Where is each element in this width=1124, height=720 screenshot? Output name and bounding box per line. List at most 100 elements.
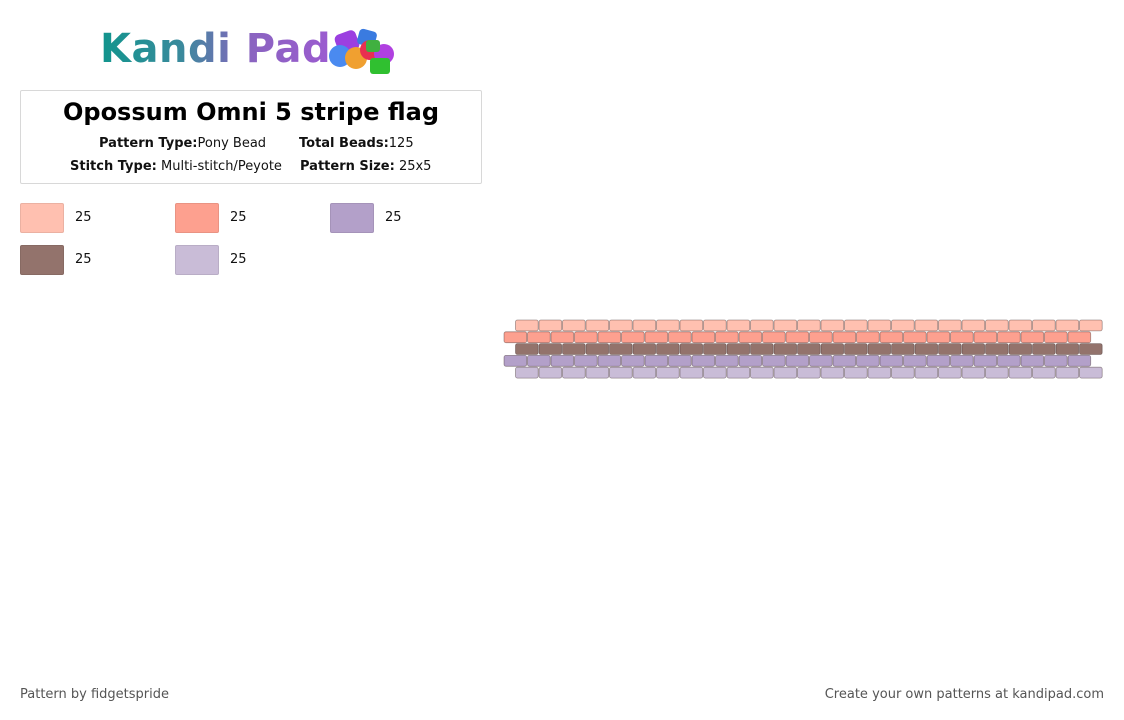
logo-text: Kandi Pad bbox=[100, 26, 332, 72]
bead bbox=[820, 366, 845, 379]
color-swatch bbox=[175, 203, 219, 233]
bead bbox=[621, 331, 645, 344]
stitch-type-label: Stitch Type: bbox=[70, 159, 157, 174]
stitch-type: Stitch Type: Multi-stitch/Peyote bbox=[70, 159, 282, 175]
bead bbox=[703, 319, 727, 332]
bead bbox=[950, 331, 974, 344]
color-swatch bbox=[20, 203, 64, 233]
pattern-size: Pattern Size: 25x5 bbox=[300, 159, 431, 175]
bead bbox=[562, 319, 586, 332]
bead bbox=[1079, 343, 1103, 355]
bead bbox=[1044, 331, 1068, 344]
kandipad-promo-link[interactable]: Create your own patterns at kandipad.com bbox=[824, 687, 1104, 702]
bead bbox=[585, 366, 610, 379]
bead bbox=[644, 355, 669, 367]
bead bbox=[726, 319, 751, 332]
bead bbox=[574, 331, 598, 344]
bead-count: 25 bbox=[75, 210, 92, 225]
bead bbox=[820, 343, 845, 355]
pattern-title: Opossum Omni 5 stripe flag bbox=[62, 98, 440, 126]
bead bbox=[679, 366, 704, 379]
bead bbox=[903, 331, 927, 344]
bead bbox=[961, 319, 986, 332]
bead bbox=[503, 355, 528, 367]
pattern-size-label: Pattern Size: bbox=[300, 159, 395, 174]
bead bbox=[656, 343, 680, 355]
bead bbox=[1032, 319, 1056, 332]
bead bbox=[809, 331, 833, 344]
bead bbox=[574, 355, 598, 367]
bead bbox=[656, 366, 680, 379]
bead bbox=[538, 366, 563, 379]
bead bbox=[609, 319, 633, 332]
bead bbox=[1044, 355, 1068, 367]
bead bbox=[938, 343, 962, 355]
stitch-type-value: Multi-stitch/Peyote bbox=[161, 159, 282, 174]
bead bbox=[1020, 331, 1045, 344]
bead-count: 25 bbox=[230, 210, 247, 225]
bead bbox=[538, 343, 563, 355]
bead-count: 25 bbox=[75, 252, 92, 267]
bead bbox=[550, 331, 575, 344]
pattern-size-value: 25x5 bbox=[398, 159, 432, 174]
bead bbox=[1055, 366, 1080, 379]
bead bbox=[797, 319, 821, 332]
pattern-type-value: Pony Bead bbox=[197, 136, 267, 151]
bead bbox=[961, 343, 986, 355]
bead bbox=[785, 331, 810, 344]
bead bbox=[585, 343, 610, 355]
bead bbox=[632, 319, 657, 332]
bead bbox=[703, 343, 727, 355]
pattern-type-label: Pattern Type: bbox=[99, 136, 198, 151]
bead bbox=[867, 319, 892, 332]
bead bbox=[867, 343, 892, 355]
bead bbox=[914, 319, 939, 332]
bead bbox=[914, 343, 939, 355]
bead bbox=[1067, 331, 1092, 344]
bead bbox=[926, 331, 951, 344]
bead bbox=[797, 343, 821, 355]
bead bbox=[891, 343, 915, 355]
bead bbox=[515, 319, 539, 332]
color-swatch bbox=[175, 245, 219, 275]
bead bbox=[762, 331, 786, 344]
bead bbox=[503, 331, 528, 344]
bead bbox=[879, 331, 904, 344]
total-beads-label: Total Beads: bbox=[299, 136, 389, 151]
bead bbox=[997, 331, 1021, 344]
kandi-pad-logo[interactable]: Kandi Pad bbox=[100, 24, 410, 80]
bead bbox=[867, 366, 892, 379]
bead bbox=[609, 366, 633, 379]
bead bbox=[985, 319, 1009, 332]
bead bbox=[973, 355, 998, 367]
bead bbox=[950, 355, 974, 367]
bead bbox=[538, 319, 563, 332]
bead bbox=[703, 366, 727, 379]
bead bbox=[1079, 319, 1103, 332]
bead bbox=[773, 366, 798, 379]
bead bbox=[527, 331, 551, 344]
pattern-author: Pattern by fidgetspride bbox=[20, 687, 169, 702]
bead-cluster-icon bbox=[329, 28, 394, 74]
bead bbox=[1008, 319, 1033, 332]
bead bbox=[1020, 355, 1045, 367]
bead bbox=[997, 355, 1021, 367]
bead bbox=[632, 366, 657, 379]
bead bbox=[1032, 366, 1056, 379]
bead bbox=[891, 366, 915, 379]
bead bbox=[738, 355, 763, 367]
bead bbox=[1055, 343, 1080, 355]
bead bbox=[856, 355, 880, 367]
bead bbox=[750, 319, 774, 332]
bead bbox=[1008, 366, 1033, 379]
bead bbox=[832, 355, 857, 367]
bead bbox=[973, 331, 998, 344]
bead bbox=[1055, 319, 1080, 332]
bead bbox=[527, 355, 551, 367]
bead bbox=[750, 343, 774, 355]
pattern-type: Pattern Type:Pony Bead bbox=[99, 136, 266, 152]
bead bbox=[844, 319, 868, 332]
bead bbox=[844, 343, 868, 355]
bead-count: 25 bbox=[230, 252, 247, 267]
bead bbox=[750, 366, 774, 379]
